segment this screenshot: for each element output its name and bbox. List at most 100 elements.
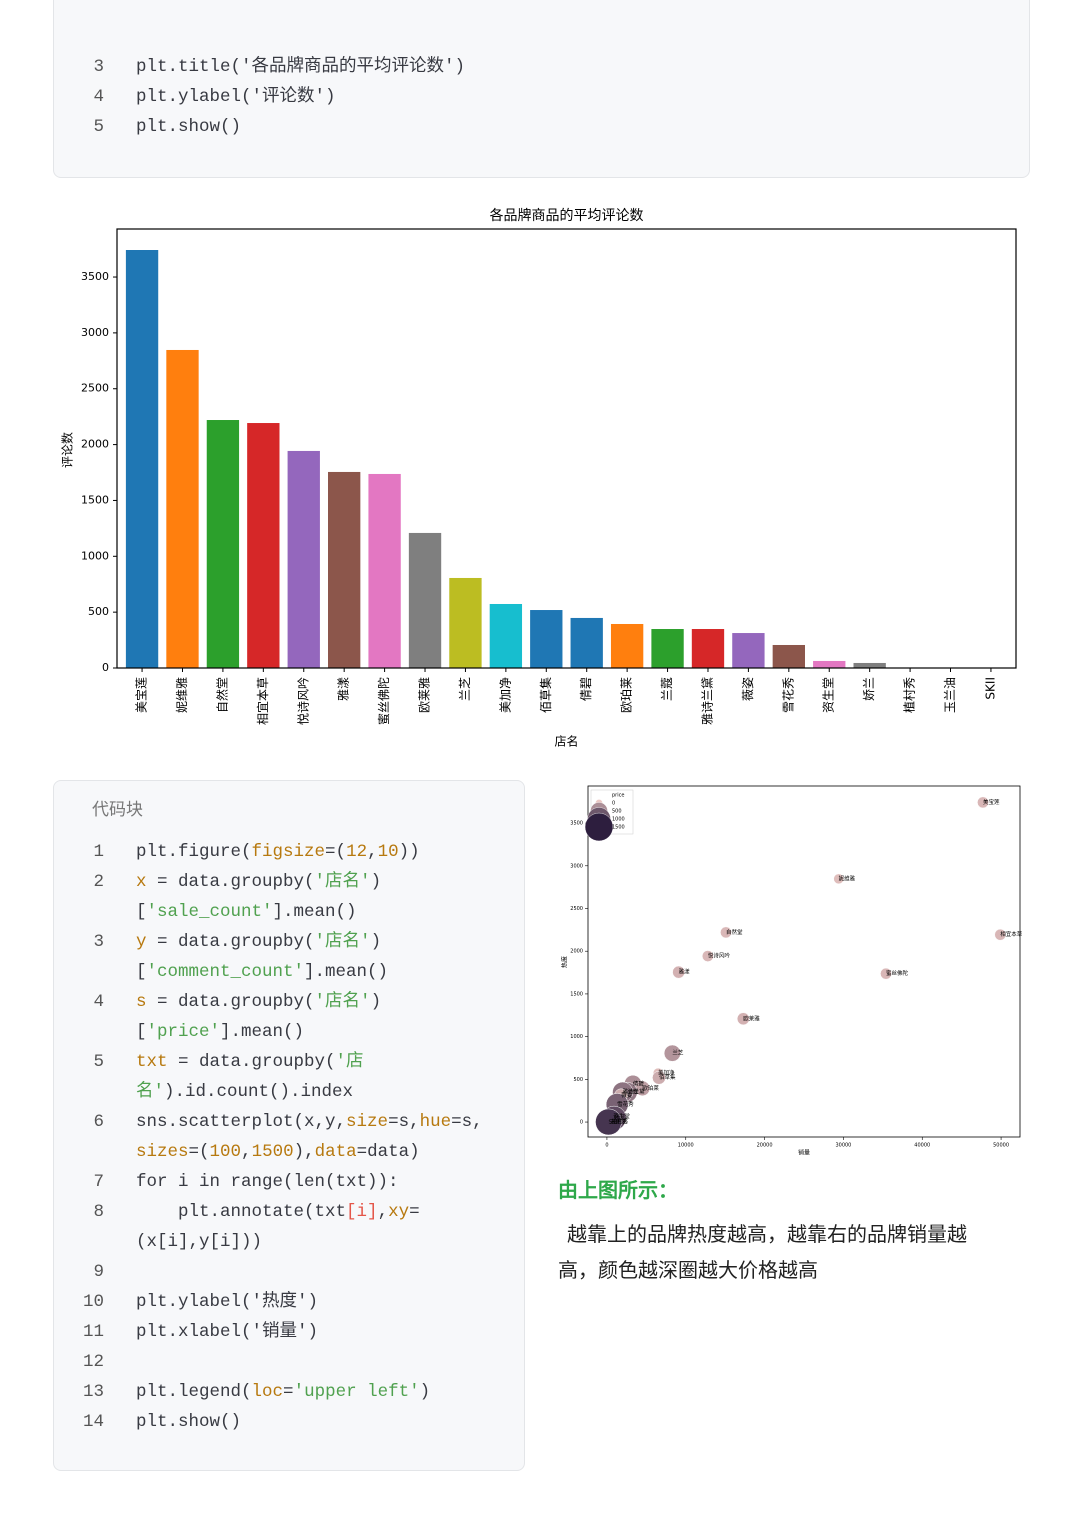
line-number: 11 — [82, 1322, 104, 1342]
bar — [328, 471, 361, 668]
code-token: , — [377, 1202, 389, 1222]
line-number: 1 — [93, 842, 104, 862]
x-tick-label: 欧莱雅 — [417, 677, 432, 713]
x-axis-label: 销量 — [798, 1149, 810, 1157]
line-number: 12 — [82, 1352, 104, 1372]
y-tick-label: 2500 — [81, 382, 109, 395]
y-tick-label: 3000 — [570, 863, 583, 869]
code-token: = data.groupby( — [146, 992, 315, 1012]
code-token: ) — [370, 872, 382, 892]
x-axis-label: 店名 — [554, 734, 578, 749]
line-number: 4 — [93, 992, 104, 1012]
bar — [368, 473, 401, 668]
code-line: (x[i],y[i])) — [136, 1227, 262, 1257]
bar — [206, 420, 240, 668]
x-tick-label: 40000 — [914, 1143, 930, 1149]
bar — [853, 662, 886, 668]
bar — [489, 603, 523, 668]
code-line: sns.scatterplot(x,y,size=s,hue=s, — [136, 1107, 483, 1137]
x-tick-label: 欧珀莱 — [620, 677, 634, 713]
point-label: 娇兰 — [614, 1114, 626, 1122]
code-line: x = data.groupby('店名') — [136, 867, 381, 897]
code-token: = data.groupby( — [146, 932, 315, 952]
bar — [651, 629, 684, 668]
line-number: 2 — [93, 872, 104, 892]
code-token: 'sale_count' — [146, 902, 273, 922]
code-token: [ — [136, 902, 147, 922]
code-line: ['sale_count'].mean() — [136, 897, 357, 927]
y-tick-label: 3000 — [81, 326, 109, 339]
code-token: 1500 — [251, 1142, 294, 1162]
bar — [449, 577, 482, 668]
y-tick-label: 3500 — [570, 821, 583, 827]
code-block-title: 代码块 — [92, 800, 143, 820]
code-token: for i in range(len(txt)): — [136, 1172, 399, 1192]
legend-label: 1500 — [612, 825, 625, 831]
point — [720, 926, 732, 939]
bar — [530, 610, 563, 668]
x-tick-label: 玉兰油 — [943, 677, 957, 713]
point — [736, 1012, 750, 1026]
code-line: plt.xlabel('销量') — [136, 1317, 318, 1347]
x-tick-label: 妮维雅 — [174, 677, 189, 713]
code-token: plt.ylabel('评论数') — [136, 87, 336, 107]
y-tick-label: 1500 — [570, 991, 583, 997]
y-tick-label: 0 — [580, 1120, 583, 1126]
point-label: 玉兰油 — [610, 1117, 627, 1125]
y-tick-label: 1000 — [570, 1034, 583, 1040]
code-line: for i in range(len(txt)): — [136, 1167, 399, 1197]
legend-swatch — [584, 812, 614, 842]
point — [672, 965, 686, 979]
code-line: plt.show() — [136, 112, 241, 142]
point-label: 兰蔻 — [627, 1088, 639, 1096]
code-line: y = data.groupby('店名') — [136, 927, 381, 957]
point-label: 蜜丝佛陀 — [886, 969, 909, 977]
y-tick-label: 1500 — [81, 493, 109, 506]
code-token: =( — [188, 1142, 210, 1162]
code-token: plt.show() — [136, 117, 242, 137]
point-label: 美宝莲 — [983, 798, 1000, 806]
note-text: 越靠上的品牌热度越高，越靠右的品牌销量越高，颜色越深圈越大价格越高 — [558, 1222, 967, 1282]
x-tick-label: 50000 — [993, 1143, 1009, 1149]
code-token: = data.groupby( — [146, 872, 315, 892]
x-tick-label: 美宝莲 — [135, 677, 149, 713]
code-token: '店 — [335, 1052, 364, 1072]
legend-label: 0 — [612, 801, 615, 807]
x-tick-label: 美加净 — [498, 677, 512, 713]
x-tick-label: 0 — [605, 1143, 608, 1149]
bar — [772, 644, 805, 668]
code-line: plt.ylabel('热度') — [136, 1287, 318, 1317]
x-tick-label: 雅诗兰黛 — [699, 677, 714, 725]
line-number: 5 — [93, 117, 104, 137]
code-token: 'comment_count' — [146, 962, 305, 982]
code-token: plt.annotate(txt — [136, 1202, 347, 1222]
code-line: s = data.groupby('店名') — [136, 987, 381, 1017]
x-tick-label: SKII — [983, 677, 997, 700]
code-token: [i] — [346, 1202, 378, 1222]
x-tick-label: 佰草集 — [538, 677, 553, 713]
code-token: '店名' — [314, 872, 371, 892]
code-token: ].mean() — [304, 962, 389, 982]
x-tick-label: 20000 — [757, 1143, 773, 1149]
code-token: = — [283, 1382, 294, 1402]
code-token: '店名' — [314, 992, 371, 1012]
line-number: 10 — [82, 1292, 104, 1312]
code-token: plt.xlabel('销量') — [136, 1322, 319, 1342]
code-token: plt.show() — [136, 1412, 242, 1432]
code-token: figsize — [251, 842, 326, 862]
point-label: 资生堂 — [613, 1112, 630, 1120]
code-token: plt.legend( — [136, 1382, 252, 1402]
point — [701, 950, 714, 962]
code-token: 10 — [377, 842, 399, 862]
point — [663, 1044, 681, 1062]
legend-label: 1000 — [612, 817, 625, 823]
point-label: 雅漾 — [679, 968, 691, 976]
code-token: ].mean() — [220, 1022, 305, 1042]
line-number: 3 — [93, 57, 104, 77]
code-line: plt.annotate(txt[i],xy= — [136, 1197, 420, 1227]
point-label: 兰芝 — [672, 1049, 684, 1057]
code-token: 'price' — [146, 1022, 221, 1042]
x-tick-label: 自然堂 — [214, 677, 229, 713]
